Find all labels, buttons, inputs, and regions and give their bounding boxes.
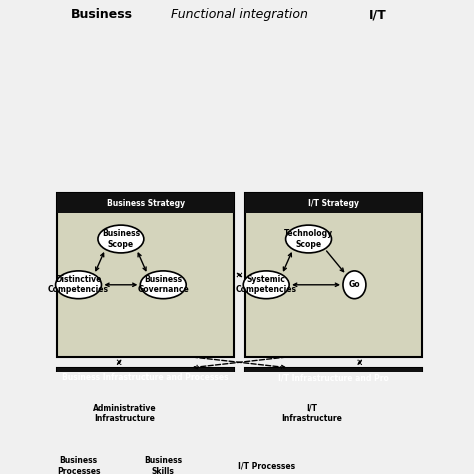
Text: I/T Strategy: I/T Strategy (308, 199, 359, 208)
Text: Business Infrastructure and Processes: Business Infrastructure and Processes (62, 373, 229, 382)
Text: I/T
Infrastructure: I/T Infrastructure (282, 404, 343, 423)
Ellipse shape (140, 452, 186, 474)
Text: I/T Processes: I/T Processes (237, 462, 295, 471)
Ellipse shape (97, 400, 152, 428)
Bar (245, 193, 421, 213)
Ellipse shape (343, 271, 366, 299)
Text: Systemic
Competencies: Systemic Competencies (236, 275, 297, 294)
Text: Distinctive
Competencies: Distinctive Competencies (48, 275, 109, 294)
Ellipse shape (352, 452, 375, 474)
Bar (245, 368, 421, 474)
Text: Business
Governance: Business Governance (137, 275, 189, 294)
Bar (57, 368, 234, 474)
Text: Go: Go (348, 280, 360, 289)
Text: Administrative
Infrastructure: Administrative Infrastructure (92, 404, 156, 423)
Text: Functional integration: Functional integration (171, 9, 308, 21)
Bar (245, 193, 421, 357)
Text: I/T: I/T (368, 9, 386, 21)
Text: Business
Scope: Business Scope (102, 229, 140, 249)
Bar (245, 368, 421, 388)
Text: Technology
Scope: Technology Scope (284, 229, 333, 249)
Text: Business
Skills: Business Skills (144, 456, 182, 474)
Text: I/T Infrastructure and Pro: I/T Infrastructure and Pro (278, 373, 389, 382)
Ellipse shape (243, 452, 289, 474)
Bar (57, 193, 234, 213)
Bar (57, 193, 234, 357)
Bar (57, 368, 234, 388)
Text: Business Strategy: Business Strategy (107, 199, 185, 208)
Ellipse shape (55, 452, 101, 474)
Ellipse shape (55, 271, 101, 299)
Ellipse shape (286, 225, 331, 253)
Ellipse shape (243, 271, 289, 299)
Text: Business: Business (71, 9, 132, 21)
Ellipse shape (289, 400, 335, 428)
Text: Business
Processes: Business Processes (57, 456, 100, 474)
Ellipse shape (140, 271, 186, 299)
Ellipse shape (98, 225, 144, 253)
